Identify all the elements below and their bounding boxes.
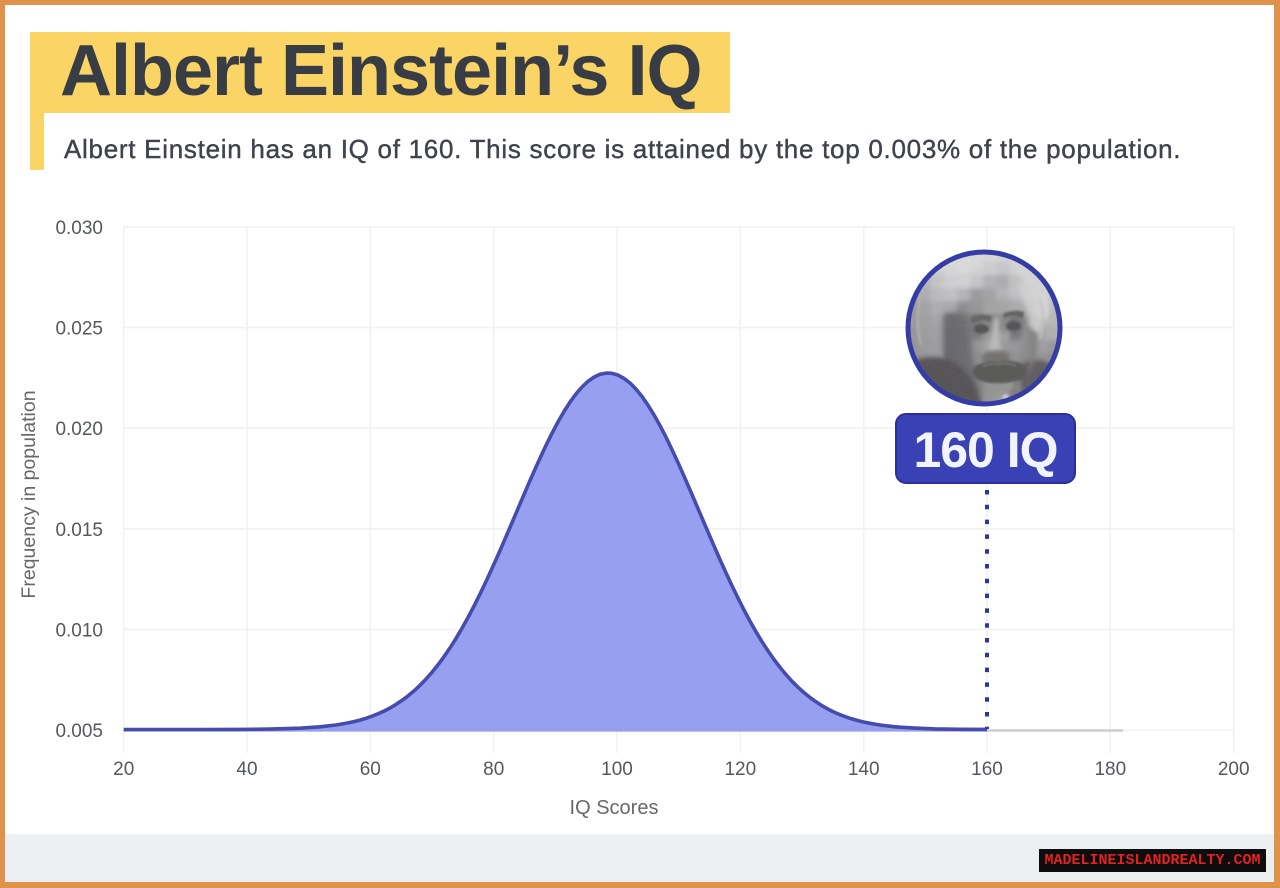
- svg-text:160 IQ: 160 IQ: [913, 422, 1057, 478]
- svg-text:IQ Scores: IQ Scores: [570, 797, 659, 819]
- svg-text:60: 60: [360, 759, 381, 780]
- svg-text:0.005: 0.005: [55, 721, 103, 742]
- svg-text:0.030: 0.030: [55, 218, 103, 239]
- svg-text:120: 120: [724, 759, 756, 780]
- svg-text:20: 20: [113, 759, 134, 780]
- svg-text:100: 100: [601, 759, 633, 780]
- svg-text:180: 180: [1094, 759, 1126, 780]
- svg-text:0.025: 0.025: [55, 319, 103, 340]
- svg-text:0.010: 0.010: [55, 620, 103, 641]
- svg-text:0.020: 0.020: [55, 419, 103, 440]
- svg-text:140: 140: [848, 759, 880, 780]
- svg-text:40: 40: [236, 759, 257, 780]
- svg-text:Frequency in population: Frequency in population: [18, 390, 40, 598]
- svg-text:200: 200: [1218, 759, 1250, 780]
- svg-text:80: 80: [483, 759, 504, 780]
- svg-text:160: 160: [971, 759, 1003, 780]
- svg-text:0.015: 0.015: [55, 520, 103, 541]
